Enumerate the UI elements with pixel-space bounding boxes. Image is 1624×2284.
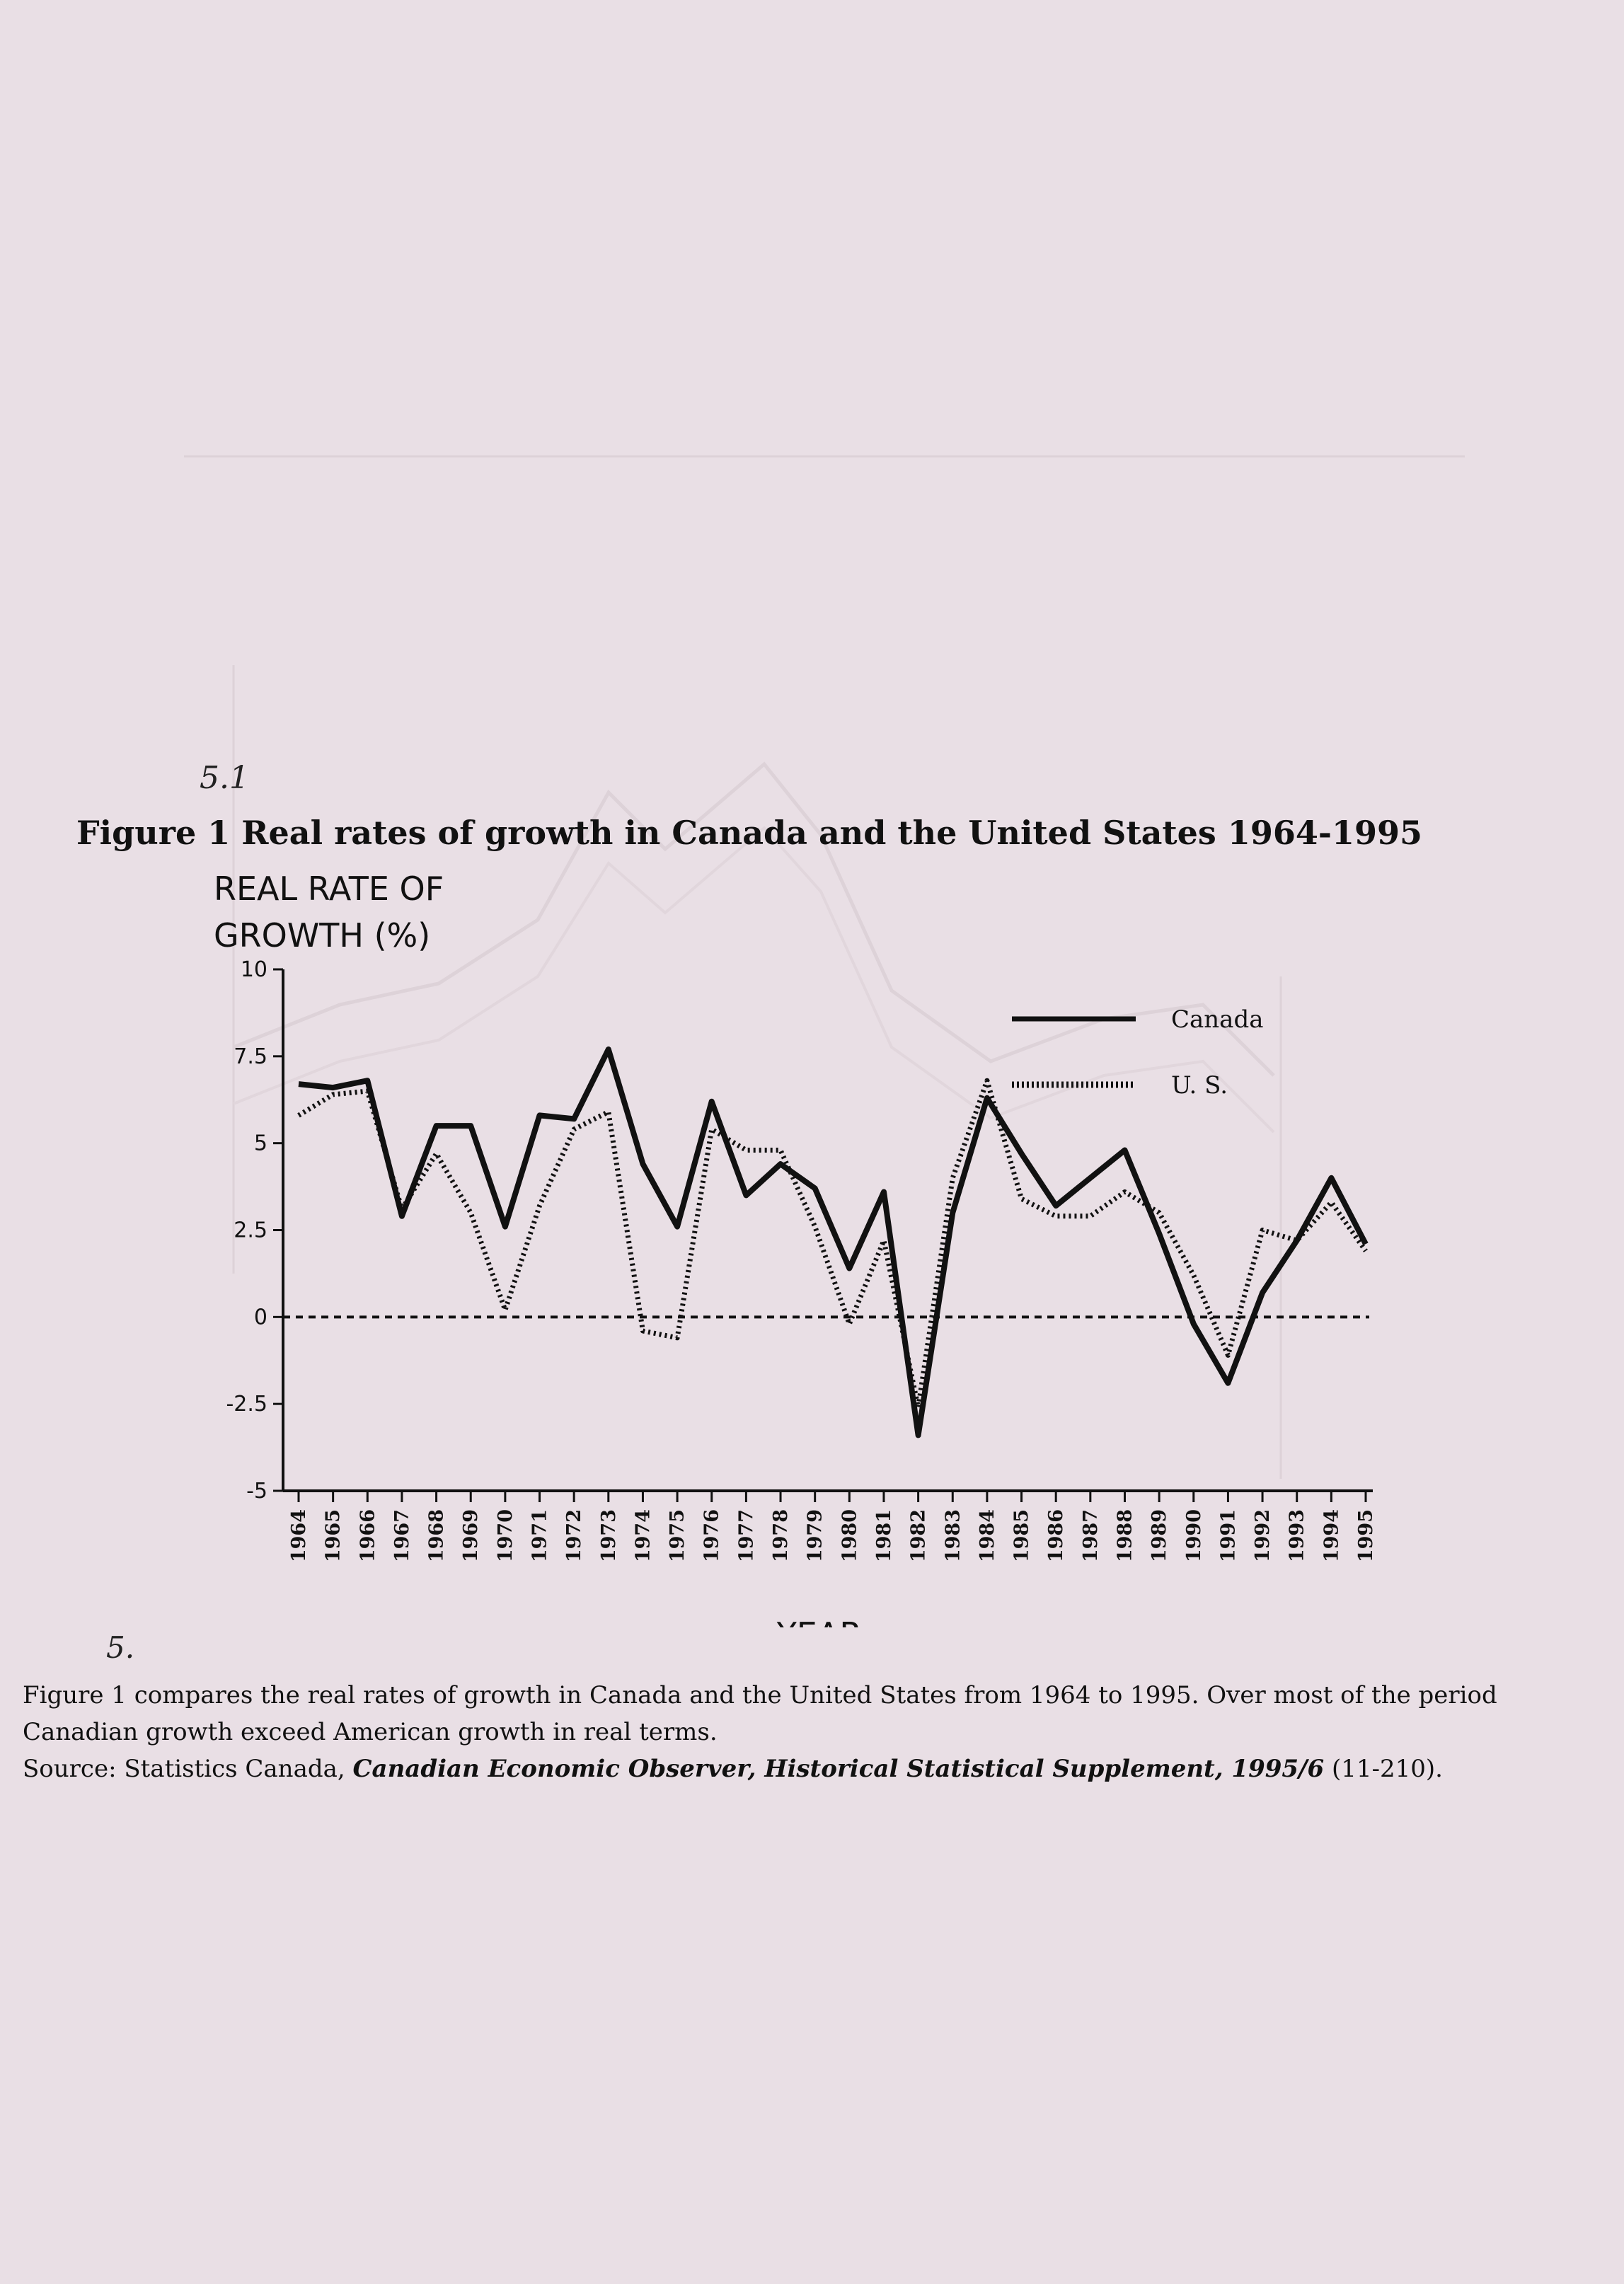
x-tick-label: 1995 [1355, 1509, 1377, 1562]
series-lines [297, 1046, 1369, 1438]
series-line-us [297, 1078, 1368, 1410]
x-tick-label: 1987 [1080, 1509, 1102, 1562]
x-tick-label: 1994 [1320, 1509, 1342, 1562]
legend: Canada U. S. [1012, 1005, 1264, 1100]
caption-text: Figure 1 compares the real rates of grow… [23, 1681, 1497, 1746]
y-tick-label: 10 [241, 957, 267, 982]
x-tick-label: 1981 [873, 1509, 895, 1562]
x-tick-label: 1976 [701, 1509, 723, 1562]
x-axis: 1964 1965 1966 1967 1968 1969 1970 1971 1972 1973… [283, 1489, 1377, 1562]
x-tick-label: 1993 [1286, 1509, 1308, 1562]
series-line-canada [298, 1046, 1369, 1438]
y-tick-label: -5 [246, 1479, 267, 1504]
x-tick-label: 1974 [632, 1509, 654, 1562]
y-tick-label: 2.5 [234, 1218, 267, 1243]
handwritten-note-caption: 5. [106, 1630, 135, 1665]
y-tick-label: -2.5 [226, 1392, 267, 1417]
x-tick-label: 1970 [495, 1509, 517, 1562]
figure-caption: Figure 1 compares the real rates of grow… [23, 1677, 1544, 1787]
x-tick-label: 1978 [770, 1509, 792, 1562]
x-tick-label: 1986 [1045, 1509, 1067, 1562]
y-tick-label: 7.5 [234, 1044, 267, 1069]
x-tick-label: 1992 [1252, 1509, 1274, 1562]
x-tick-label: 1985 [1011, 1509, 1033, 1562]
y-tick-label: 5 [254, 1131, 267, 1156]
x-axis-title: YEAR [776, 1615, 863, 1627]
source-line: Source: Statistics Canada, Canadian Econ… [23, 1751, 1544, 1787]
growth-line-chart: REAL RATE OF GROWTH (%) 10 7.5 5 2.5 0 -2.5 -5… [214, 870, 1377, 1627]
source-prefix: Source: Statistics Canada, [23, 1755, 353, 1783]
x-tick-label: 1983 [942, 1509, 964, 1562]
x-tick-label: 1991 [1217, 1509, 1239, 1562]
x-tick-label: 1975 [667, 1509, 689, 1562]
y-axis-title-line2: GROWTH (%) [214, 916, 430, 954]
legend-label: U. S. [1171, 1071, 1228, 1100]
y-axis: 10 7.5 5 2.5 0 -2.5 -5 [226, 957, 284, 1504]
x-tick-label: 1964 [288, 1509, 310, 1562]
source-suffix: (11-210). [1324, 1755, 1443, 1783]
source-title: Canadian Economic Observer, Historical S… [352, 1755, 1325, 1783]
x-tick-label: 1982 [908, 1509, 930, 1562]
x-tick-label: 1977 [735, 1509, 757, 1562]
handwritten-note-title: 5.1 [200, 760, 249, 796]
figure-title: Figure 1 Real rates of growth in Canada … [76, 814, 1422, 852]
x-tick-label: 1979 [805, 1509, 827, 1562]
x-tick-label: 1988 [1114, 1509, 1136, 1562]
x-tick-label: 1968 [426, 1509, 448, 1562]
x-tick-label: 1965 [323, 1509, 345, 1562]
x-tick-label: 1972 [563, 1509, 585, 1562]
x-tick-label: 1973 [598, 1509, 620, 1562]
legend-label: Canada [1171, 1005, 1264, 1034]
x-tick-label: 1990 [1183, 1509, 1205, 1562]
y-tick-label: 0 [254, 1305, 267, 1330]
x-tick-label: 1967 [391, 1509, 413, 1562]
y-axis-title-line1: REAL RATE OF [214, 870, 444, 908]
x-tick-label: 1971 [529, 1509, 551, 1562]
x-tick-label: 1984 [977, 1509, 998, 1562]
x-tick-label: 1969 [460, 1509, 482, 1562]
x-tick-label: 1966 [357, 1509, 379, 1562]
x-tick-label: 1989 [1148, 1509, 1170, 1562]
x-tick-label: 1980 [839, 1509, 860, 1562]
